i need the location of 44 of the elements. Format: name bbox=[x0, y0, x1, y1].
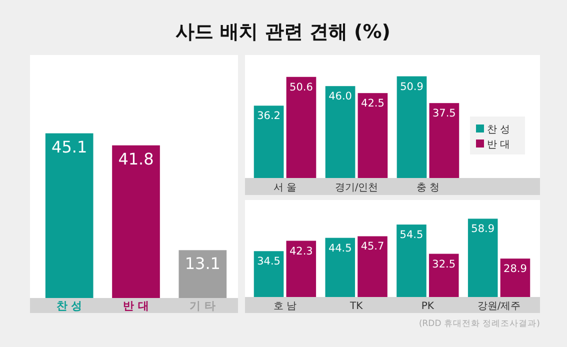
bar bbox=[428, 254, 459, 297]
bar bbox=[358, 93, 388, 178]
x-tick-label: 호 남 bbox=[273, 301, 297, 312]
data-label: 58.9 bbox=[471, 223, 495, 236]
x-tick-label: 경기/인천 bbox=[334, 182, 378, 194]
text: 사드 배치 관련 견해 (%) bbox=[176, 21, 390, 43]
x-tick-label: 반 대 bbox=[123, 300, 149, 312]
bar bbox=[286, 76, 316, 178]
data-label: 42.3 bbox=[289, 245, 313, 258]
x-tick-label: 충 청 bbox=[416, 182, 440, 194]
data-label: 41.8 bbox=[118, 149, 154, 168]
bar bbox=[254, 251, 284, 297]
data-label: 28.9 bbox=[504, 263, 527, 276]
data-label: 45.1 bbox=[52, 137, 88, 156]
x-tick-label: PK bbox=[421, 301, 434, 312]
bar bbox=[286, 240, 316, 297]
data-label: 54.5 bbox=[400, 229, 424, 242]
text: (RDD 휴대전화 정례조사결과) bbox=[418, 319, 540, 329]
bar bbox=[500, 258, 530, 297]
data-label: 36.2 bbox=[257, 110, 281, 122]
data-label: 45.7 bbox=[360, 240, 384, 253]
data-label: 42.5 bbox=[361, 98, 384, 110]
data-label: 50.9 bbox=[400, 80, 424, 93]
data-label: 13.1 bbox=[184, 254, 220, 274]
x-tick-label: TK bbox=[348, 301, 364, 312]
x-tick-label: 찬 성 bbox=[56, 300, 82, 312]
bar bbox=[429, 103, 460, 178]
data-label: 44.5 bbox=[328, 242, 352, 254]
data-label: 50.6 bbox=[290, 81, 314, 94]
x-tick-label: 서 울 bbox=[273, 182, 297, 194]
bar bbox=[254, 106, 284, 178]
data-label: 34.5 bbox=[257, 256, 280, 268]
legend-label: 반 대 bbox=[487, 140, 510, 150]
bar bbox=[396, 76, 427, 178]
bar bbox=[396, 224, 426, 297]
bar bbox=[468, 218, 498, 297]
legend-label: 찬 성 bbox=[487, 124, 510, 136]
bar bbox=[325, 238, 356, 297]
bar bbox=[325, 86, 356, 178]
data-label: 46.0 bbox=[328, 90, 352, 103]
bar bbox=[358, 236, 388, 297]
x-tick-label: 강원/제주 bbox=[477, 301, 521, 312]
data-label: 37.5 bbox=[432, 108, 456, 120]
data-label: 32.5 bbox=[432, 258, 456, 270]
